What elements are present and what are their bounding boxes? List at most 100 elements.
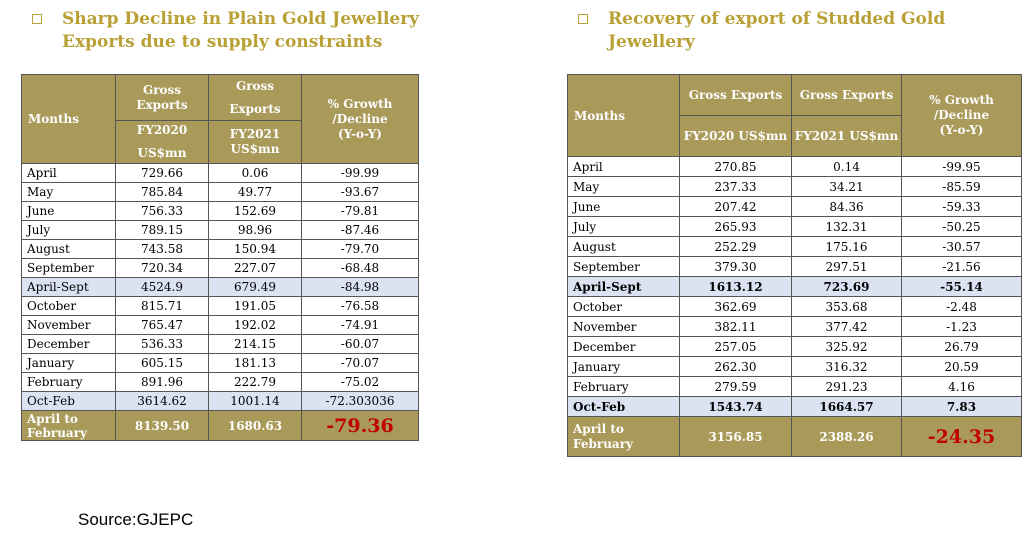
table-row: May 785.84 49.77 -93.67 bbox=[21, 182, 419, 202]
fy2021-header-l4: US$mn bbox=[230, 142, 280, 156]
month-cell: November bbox=[567, 316, 680, 337]
growth-cell: -30.57 bbox=[901, 236, 1022, 257]
right-heading: Recovery of export of Studded Gold Jewel… bbox=[578, 8, 1018, 54]
month-cell: September bbox=[21, 258, 116, 278]
growth-cell: -70.07 bbox=[301, 353, 419, 373]
growth-cell: -68.48 bbox=[301, 258, 419, 278]
fy2020-cell: 756.33 bbox=[115, 201, 209, 221]
fy2020-cell: 743.58 bbox=[115, 239, 209, 259]
month-cell: Oct-Feb bbox=[567, 396, 680, 417]
fy2021-cell: 1664.57 bbox=[791, 396, 902, 417]
growth-cell: -75.02 bbox=[301, 372, 419, 392]
fy2020-cell: 252.29 bbox=[679, 236, 792, 257]
fy2020-cell: 379.30 bbox=[679, 256, 792, 277]
right-total-row: April to February 3156.85 2388.26 -24.35 bbox=[567, 416, 1022, 457]
months-header: Months bbox=[567, 74, 680, 157]
month-cell: September bbox=[567, 256, 680, 277]
fy2020-cell: 1543.74 bbox=[679, 396, 792, 417]
fy2021-cell: 191.05 bbox=[208, 296, 302, 316]
fy2020-cell: 3614.62 bbox=[115, 391, 209, 411]
month-cell: May bbox=[21, 182, 116, 202]
table-row: June 756.33 152.69 -79.81 bbox=[21, 201, 419, 221]
fy2020-cell: 362.69 bbox=[679, 296, 792, 317]
fy2020-cell: 785.84 bbox=[115, 182, 209, 202]
table-row: January 262.30 316.32 20.59 bbox=[567, 356, 1022, 377]
fy2020-cell: 279.59 bbox=[679, 376, 792, 397]
table-row: December 257.05 325.92 26.79 bbox=[567, 336, 1022, 357]
fy2020-cell: 891.96 bbox=[115, 372, 209, 392]
total-label-l2: February bbox=[573, 436, 634, 451]
growth-cell: -2.48 bbox=[901, 296, 1022, 317]
growth-cell: -99.99 bbox=[301, 163, 419, 183]
month-cell: April-Sept bbox=[21, 277, 116, 297]
fy2020-cell: 729.66 bbox=[115, 163, 209, 183]
fy2021-cell: 291.23 bbox=[791, 376, 902, 397]
left-header-row: Months Gross Exports FY2020 US$mn Gross … bbox=[21, 74, 419, 164]
table-row: April 270.85 0.14 -99.95 bbox=[567, 156, 1022, 177]
growth-cell: -99.95 bbox=[901, 156, 1022, 177]
checkbox-bullet-icon bbox=[32, 14, 42, 24]
table-row: December 536.33 214.15 -60.07 bbox=[21, 334, 419, 354]
growth-cell: -72.303036 bbox=[301, 391, 419, 411]
left-total-row: April to February 8139.50 1680.63 -79.36 bbox=[21, 410, 419, 441]
fy2021-cell: 49.77 bbox=[208, 182, 302, 202]
month-cell: April bbox=[567, 156, 680, 177]
fy2021-cell: 214.15 bbox=[208, 334, 302, 354]
fy2021-cell: 723.69 bbox=[791, 276, 902, 297]
table-row: October 815.71 191.05 -76.58 bbox=[21, 296, 419, 316]
month-cell: Oct-Feb bbox=[21, 391, 116, 411]
fy2021-cell: 132.31 bbox=[791, 216, 902, 237]
total-growth: -24.35 bbox=[901, 416, 1022, 457]
left-heading: Sharp Decline in Plain Gold Jewellery Ex… bbox=[32, 8, 472, 54]
fy2021-cell: 192.02 bbox=[208, 315, 302, 335]
growth-cell: -87.46 bbox=[301, 220, 419, 240]
fy2021-cell: 679.49 bbox=[208, 277, 302, 297]
fy2021-cell: 181.13 bbox=[208, 353, 302, 373]
right-heading-line2: Jewellery bbox=[608, 32, 695, 52]
growth-cell: 7.83 bbox=[901, 396, 1022, 417]
growth-header-l2: /Decline bbox=[332, 111, 388, 126]
table-row: October 362.69 353.68 -2.48 bbox=[567, 296, 1022, 317]
fy2020-cell: 605.15 bbox=[115, 353, 209, 373]
total-label: April to February bbox=[21, 410, 116, 441]
fy2020-header: Gross Exports FY2020 US$mn bbox=[679, 74, 792, 157]
total-label-l1: April to bbox=[573, 421, 624, 436]
fy2020-cell: 789.15 bbox=[115, 220, 209, 240]
fy2021-header-bottom: FY2021 US$mn bbox=[794, 129, 899, 143]
growth-header-l2: /Decline bbox=[933, 108, 990, 122]
growth-cell: -59.33 bbox=[901, 196, 1022, 217]
fy2020-header-l2: Exports bbox=[136, 97, 188, 112]
fy2021-cell: 377.42 bbox=[791, 316, 902, 337]
growth-cell: 20.59 bbox=[901, 356, 1022, 377]
fy2020-header-l1: Gross bbox=[142, 82, 182, 97]
growth-cell: -79.70 bbox=[301, 239, 419, 259]
fy2020-cell: 265.93 bbox=[679, 216, 792, 237]
growth-header: % Growth /Decline (Y-o-Y) bbox=[901, 74, 1022, 157]
fy2020-header: Gross Exports FY2020 US$mn bbox=[115, 74, 209, 164]
total-label-l1: April to bbox=[27, 411, 78, 426]
fy2020-header-bottom: FY2020 US$mn bbox=[683, 129, 788, 143]
total-fy2020: 3156.85 bbox=[679, 416, 792, 457]
fy2020-cell: 237.33 bbox=[679, 176, 792, 197]
fy2021-cell: 150.94 bbox=[208, 239, 302, 259]
table-row: November 765.47 192.02 -74.91 bbox=[21, 315, 419, 335]
left-heading-line2: Exports due to supply constraints bbox=[62, 32, 383, 52]
table-row: September 720.34 227.07 -68.48 bbox=[21, 258, 419, 278]
fy2021-header-l2: Exports bbox=[229, 101, 281, 116]
fy2020-cell: 1613.12 bbox=[679, 276, 792, 297]
table-row: April 729.66 0.06 -99.99 bbox=[21, 163, 419, 183]
fy2021-cell: 152.69 bbox=[208, 201, 302, 221]
right-table: Months Gross Exports FY2020 US$mn Gross … bbox=[567, 74, 1022, 457]
table-row: August 252.29 175.16 -30.57 bbox=[567, 236, 1022, 257]
table-row: September 379.30 297.51 -21.56 bbox=[567, 256, 1022, 277]
left-heading-line1: Sharp Decline in Plain Gold Jewellery bbox=[62, 9, 420, 29]
month-cell: February bbox=[21, 372, 116, 392]
growth-cell: -74.91 bbox=[301, 315, 419, 335]
table-row: August 743.58 150.94 -79.70 bbox=[21, 239, 419, 259]
month-cell: November bbox=[21, 315, 116, 335]
fy2021-cell: 34.21 bbox=[791, 176, 902, 197]
growth-cell: -21.56 bbox=[901, 256, 1022, 277]
growth-cell: 26.79 bbox=[901, 336, 1022, 357]
fy2020-header-top: Gross Exports bbox=[680, 76, 791, 116]
table-row: Oct-Feb 1543.74 1664.57 7.83 bbox=[567, 396, 1022, 417]
